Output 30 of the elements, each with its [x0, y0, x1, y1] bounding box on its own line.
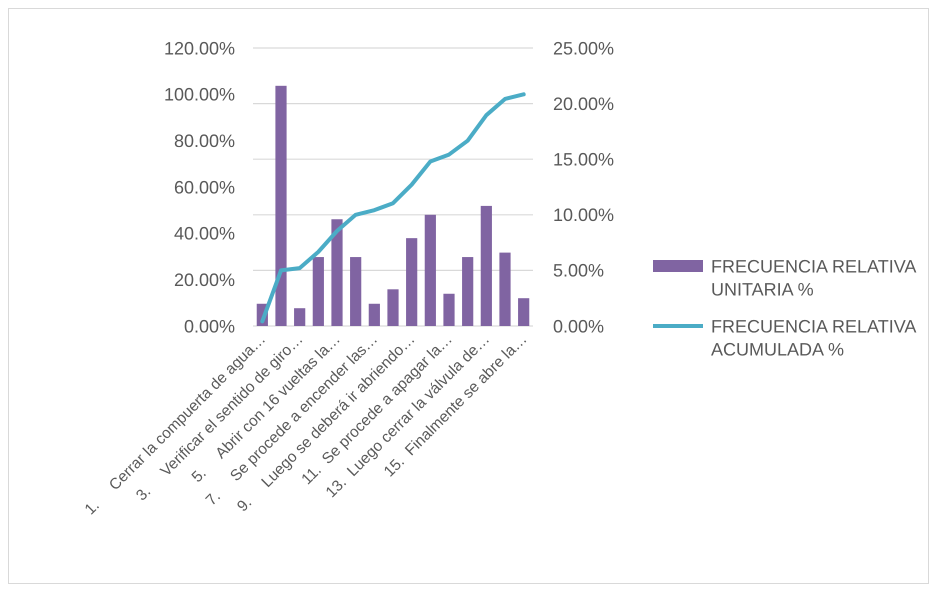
legend-label: FRECUENCIA RELATIVA ACUMULADA % — [711, 316, 916, 360]
y2-tick-label: 15.00% — [553, 150, 614, 170]
bar — [499, 252, 511, 326]
bar — [387, 289, 399, 326]
y-tick-label: 40.00% — [174, 224, 235, 244]
legend-label: FRECUENCIA RELATIVA UNITARIA % — [711, 256, 916, 300]
bar — [462, 257, 474, 326]
bar — [350, 257, 362, 326]
bar — [368, 304, 380, 326]
y-tick-label: 120.00% — [164, 38, 235, 58]
bar — [424, 214, 436, 326]
y2-tick-label: 20.00% — [553, 94, 614, 114]
y-tick-label: 60.00% — [174, 177, 235, 198]
y2-tick-label: 25.00% — [553, 38, 614, 58]
bar — [275, 86, 287, 326]
y-tick-label: 0.00% — [184, 316, 235, 336]
bar — [312, 257, 324, 326]
bar — [443, 294, 455, 326]
bar — [480, 206, 492, 326]
y-tick-label: 100.00% — [164, 84, 235, 105]
y2-tick-label: 10.00% — [553, 205, 614, 226]
bar — [518, 298, 530, 326]
y2-tick-label: 5.00% — [553, 260, 604, 281]
y2-tick-label: 0.00% — [553, 316, 604, 336]
line-series — [260, 92, 526, 324]
bar — [331, 219, 343, 326]
y-tick-label: 20.00% — [174, 270, 235, 290]
y-tick-label: 80.00% — [174, 130, 235, 151]
bar — [294, 308, 306, 326]
bar — [406, 238, 418, 326]
